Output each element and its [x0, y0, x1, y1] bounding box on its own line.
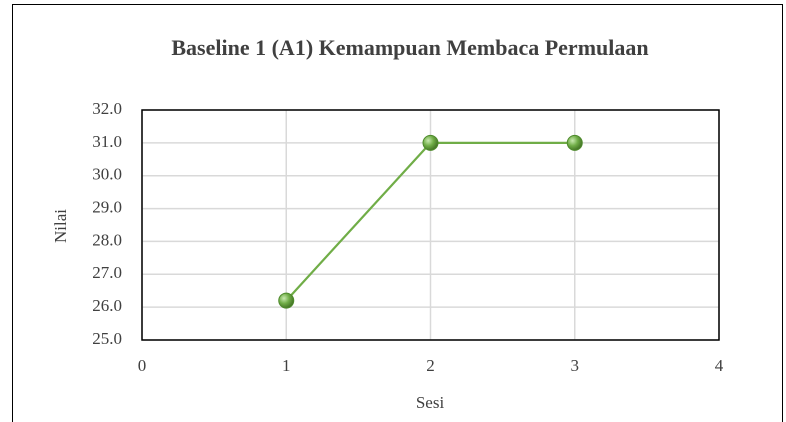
y-tick-label: 26.0 — [92, 296, 122, 315]
y-tick-label: 25.0 — [92, 329, 122, 348]
x-tick-label: 1 — [282, 356, 291, 375]
y-tick-label: 28.0 — [92, 230, 122, 249]
y-tick-label: 30.0 — [92, 165, 122, 184]
data-point — [422, 134, 439, 151]
x-tick-label: 4 — [715, 356, 724, 375]
data-point — [566, 134, 583, 151]
chart-title: Baseline 1 (A1) Kemampuan Membaca Permul… — [171, 35, 648, 60]
y-tick-label: 31.0 — [92, 132, 122, 151]
y-tick-label: 32.0 — [92, 99, 122, 118]
x-tick-label: 2 — [426, 356, 435, 375]
x-tick-label: 0 — [138, 356, 147, 375]
chart-frame — [12, 4, 783, 422]
x-axis-title: Sesi — [416, 393, 445, 412]
y-tick-label: 29.0 — [92, 197, 122, 216]
plot-border — [141, 109, 720, 341]
y-tick-label: 27.0 — [92, 263, 122, 282]
data-point — [278, 292, 295, 309]
y-axis-title: Nilai — [51, 209, 70, 243]
x-tick-label: 3 — [571, 356, 580, 375]
